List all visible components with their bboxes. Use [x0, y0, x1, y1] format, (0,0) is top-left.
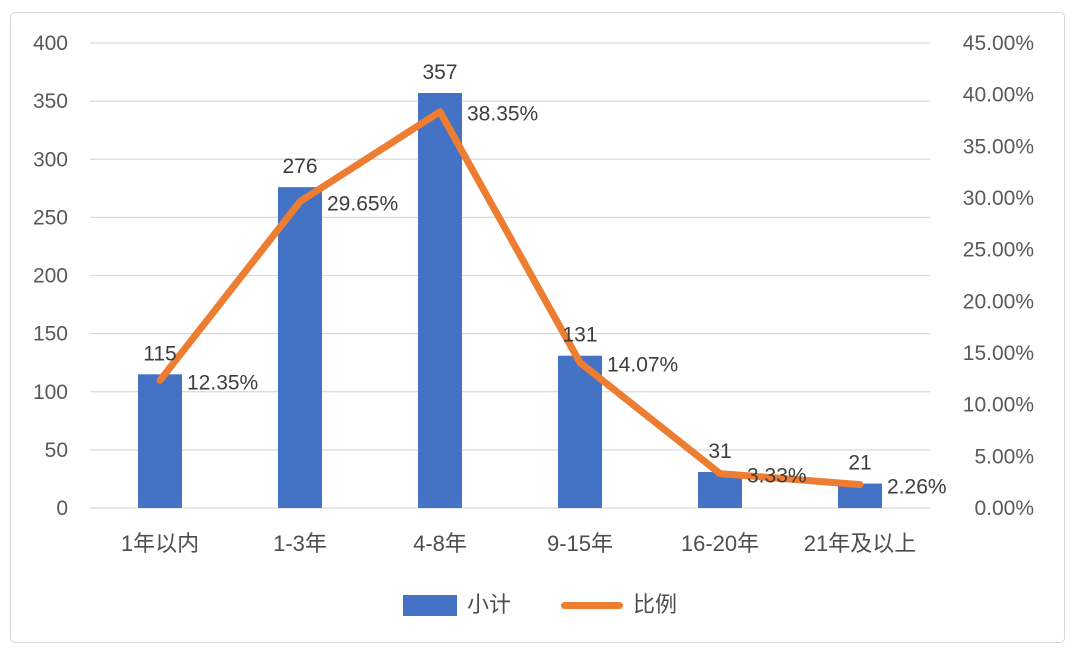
right-axis-tick: 35.00%	[963, 135, 1034, 158]
left-axis-tick: 350	[33, 90, 68, 113]
x-axis-label: 4-8年	[413, 531, 467, 556]
right-axis-tick: 15.00%	[963, 342, 1034, 365]
percent-label: 29.65%	[327, 193, 398, 216]
left-axis-tick: 250	[33, 206, 68, 229]
bar-value-label: 21	[848, 452, 871, 475]
left-axis-tick: 200	[33, 265, 68, 288]
bar-value-label: 115	[143, 342, 176, 365]
right-axis-tick: 25.00%	[963, 239, 1034, 262]
right-axis-tick: 0.00%	[974, 497, 1034, 520]
x-axis-label: 21年及以上	[804, 531, 916, 556]
x-axis-label: 1年以内	[121, 531, 199, 556]
bar-value-label: 131	[562, 324, 597, 347]
left-axis-tick: 300	[33, 148, 68, 171]
bar	[138, 374, 182, 508]
line-series-swatch-icon	[561, 601, 623, 609]
x-axis-label: 16-20年	[681, 531, 759, 556]
percent-label: 38.35%	[467, 103, 538, 126]
right-axis-tick: 30.00%	[963, 187, 1034, 210]
proportion-line	[156, 108, 864, 489]
left-axis-tick: 150	[33, 323, 68, 346]
bar	[278, 187, 322, 508]
percent-label: 2.26%	[887, 476, 947, 499]
bar	[418, 92, 462, 509]
right-axis-tick: 5.00%	[974, 445, 1034, 468]
bar-value-label: 357	[422, 61, 457, 84]
left-axis-tick: 400	[33, 32, 68, 55]
left-axis-tick: 100	[33, 381, 68, 404]
x-axis-label: 9-15年	[547, 531, 613, 556]
bar-value-label: 31	[708, 440, 731, 463]
percent-label: 3.33%	[747, 465, 807, 488]
legend-item-proportion: 比例	[561, 594, 677, 616]
bar-series-swatch-icon	[402, 594, 457, 616]
legend-item-subtotal: 小计	[402, 592, 511, 617]
legend-label-subtotal: 小计	[466, 592, 511, 617]
bar	[558, 355, 602, 508]
right-axis-tick: 40.00%	[963, 84, 1034, 107]
bar-value-label: 276	[282, 155, 317, 178]
x-axis-label: 1-3年	[273, 531, 327, 556]
right-axis-tick: 10.00%	[963, 394, 1034, 417]
right-axis-tick: 20.00%	[963, 290, 1034, 313]
chart-card	[10, 12, 1065, 643]
percent-label: 12.35%	[187, 371, 258, 394]
left-axis-tick: 0	[56, 497, 68, 520]
chart-legend: 小计 比例	[0, 590, 1080, 620]
left-axis-tick: 50	[45, 439, 68, 462]
legend-label-proportion: 比例	[633, 592, 678, 617]
percent-label: 14.07%	[607, 354, 678, 377]
right-axis-tick: 45.00%	[963, 32, 1034, 55]
